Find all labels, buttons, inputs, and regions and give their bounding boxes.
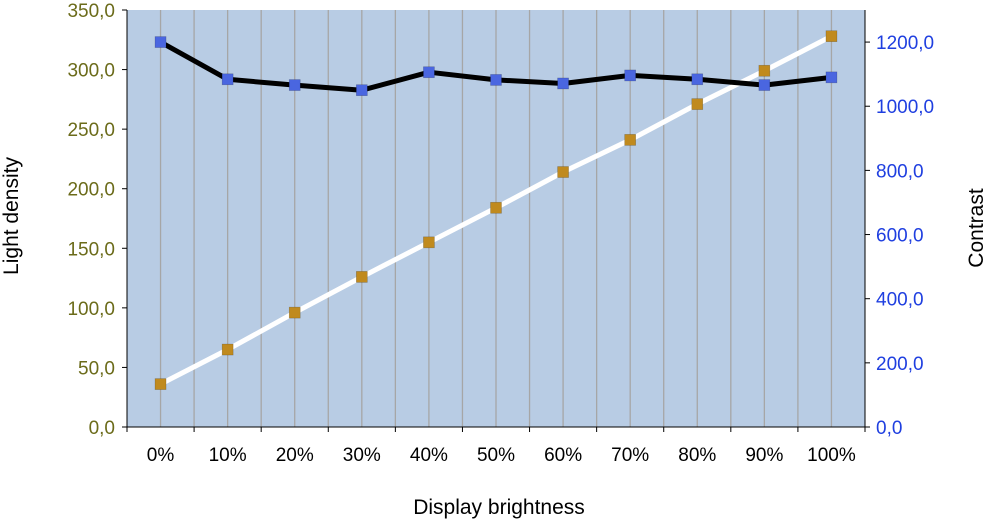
data-point-2 [758, 79, 771, 91]
left-tick-label: 150,0 [67, 239, 115, 260]
x-tick-label: 90% [745, 445, 783, 466]
left-tick-label: 250,0 [67, 120, 115, 141]
right-tick-label: 600,0 [876, 226, 924, 247]
data-point-2 [490, 74, 502, 86]
data-point-2 [356, 84, 368, 96]
data-point-1 [557, 166, 569, 178]
x-tick-label: 70% [611, 445, 649, 466]
right-tick-label: 0,0 [876, 418, 902, 439]
data-point-2 [557, 77, 569, 90]
data-point-2 [423, 66, 435, 79]
series-layer [154, 30, 838, 390]
left-tick-label: 100,0 [67, 299, 115, 320]
left-tick-label: 0,0 [89, 418, 115, 439]
data-point-1 [356, 271, 368, 283]
data-point-1 [288, 306, 301, 319]
right-tick-label: 400,0 [876, 290, 924, 311]
x-tick-label: 10% [209, 445, 247, 466]
data-point-1 [825, 30, 838, 43]
data-point-2 [154, 36, 167, 48]
data-point-2 [288, 79, 301, 91]
data-point-2 [624, 69, 636, 82]
axes [122, 9, 870, 432]
right-tick-label: 200,0 [876, 354, 924, 375]
right-tick-label: 800,0 [876, 161, 924, 182]
data-point-1 [624, 134, 636, 146]
x-tick-label: 100% [807, 445, 856, 466]
data-point-2 [825, 71, 838, 84]
right-tick-label: 1200,0 [876, 33, 934, 54]
tick-labels: 0,0 50,0 100,0 150,0 200,0 250,0 300,0 350,0 0,0… [67, 1, 934, 466]
grid-lines [159, 10, 833, 427]
data-point-2 [221, 73, 234, 86]
data-point-1 [691, 98, 704, 110]
data-point-1 [423, 236, 435, 249]
right-tick-label: 1000,0 [876, 97, 934, 118]
x-tick-label: 20% [276, 445, 314, 466]
x-tick-label: 40% [410, 445, 448, 466]
x-tick-label: 80% [678, 445, 716, 466]
x-tick-label: 60% [544, 445, 582, 466]
left-tick-label: 350,0 [67, 1, 115, 22]
left-tick-label: 200,0 [67, 180, 115, 201]
data-point-1 [154, 378, 167, 390]
left-tick-label: 50,0 [78, 358, 115, 379]
data-point-1 [490, 201, 502, 214]
data-point-1 [758, 64, 771, 77]
data-point-2 [691, 73, 704, 86]
left-tick-label: 300,0 [67, 61, 115, 82]
data-point-1 [221, 343, 234, 356]
x-axis-title: Display brightness [413, 496, 585, 519]
x-tick-label: 30% [343, 445, 381, 466]
right-axis-title: Contrast [965, 188, 988, 268]
x-tick-label: 0% [147, 445, 175, 466]
left-axis-title: Light density [0, 157, 23, 275]
x-tick-label: 50% [477, 445, 515, 466]
